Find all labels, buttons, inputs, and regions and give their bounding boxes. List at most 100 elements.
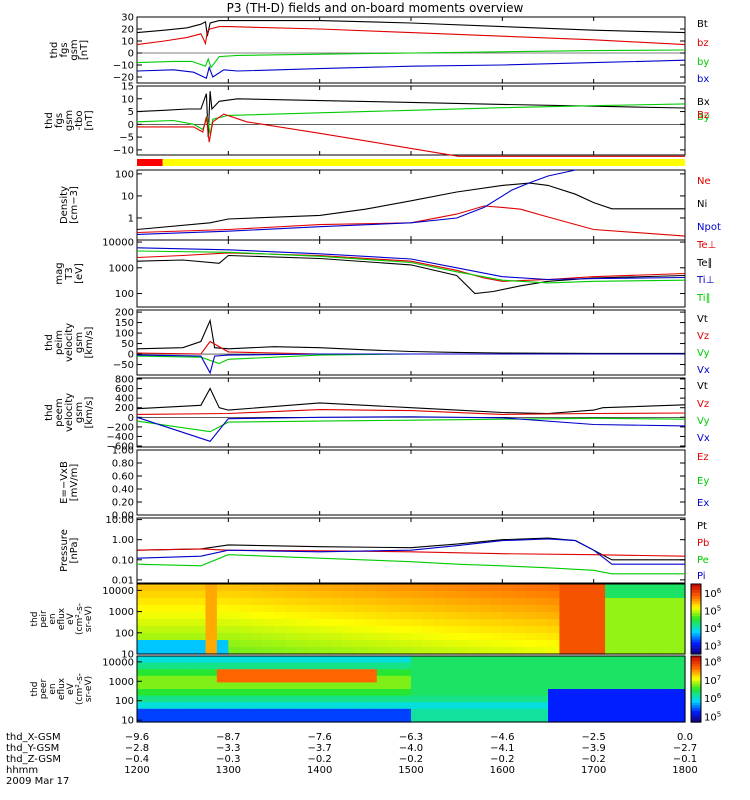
spectrogram-cell — [662, 619, 675, 627]
spectrogram-cell — [536, 612, 549, 620]
spectrogram-cell — [388, 612, 401, 620]
spectrogram-cell — [662, 675, 675, 683]
spectrogram-cell — [502, 633, 515, 641]
colorbar-cell — [691, 672, 701, 676]
spectrogram-cell — [502, 669, 515, 677]
spectrogram-cell — [433, 619, 446, 627]
spectrogram-cell — [171, 715, 184, 723]
spectrogram-cell — [479, 695, 492, 703]
spectrogram-cell — [342, 605, 355, 613]
spectrogram-cell — [662, 640, 675, 648]
spectrogram-cell — [342, 598, 355, 606]
y-tick-label: 10.00 — [105, 515, 134, 526]
y-tick-label: 0.20 — [112, 498, 134, 509]
spectrogram-cell — [331, 591, 344, 599]
spectrogram-cell — [456, 682, 469, 690]
spectrogram-cell — [502, 702, 515, 710]
spectrogram-cell — [433, 689, 446, 697]
y-axis-label: [km/s] — [84, 326, 95, 358]
spectrogram-cell — [650, 647, 663, 655]
spectrogram-cell — [411, 584, 423, 592]
spectrogram-cell — [445, 633, 458, 641]
spectrogram-cell — [216, 633, 229, 641]
legend-Bt: Bt — [697, 19, 708, 30]
spectrogram-cell — [182, 647, 195, 655]
spectrogram-cell — [445, 656, 458, 664]
spectrogram-cell — [536, 662, 549, 670]
spectrogram-cell — [159, 662, 172, 670]
spectrogram-cell — [513, 605, 526, 613]
spectrogram-cell — [445, 669, 458, 677]
colorbar-cell — [691, 711, 701, 715]
spectrogram-cell — [399, 619, 412, 627]
spectrogram-cell — [331, 682, 344, 690]
spectrogram-cell — [182, 584, 195, 592]
series-line-Vx — [136, 416, 686, 442]
spectrogram-cell — [205, 675, 218, 683]
spectrogram-cell — [239, 656, 252, 664]
spectrogram-cell — [673, 626, 686, 634]
spectrogram-cell — [605, 675, 618, 683]
spectrogram-cell — [525, 619, 538, 627]
spectrogram-cell — [548, 675, 560, 683]
spectrogram-cell — [399, 689, 412, 697]
spectrogram-cell — [525, 669, 538, 677]
y-tick-label: 0.01 — [112, 575, 134, 586]
spectrogram-cell — [262, 584, 275, 592]
spectrogram-cell — [433, 626, 446, 634]
spectrogram-cell — [365, 619, 378, 627]
spectrogram-cell — [148, 675, 161, 683]
spectrogram-cell — [513, 626, 526, 634]
spectrogram-cell — [319, 612, 332, 620]
legend-Bz: Bz — [697, 110, 709, 121]
spectrogram-cell — [251, 591, 264, 599]
spectrogram-cell — [650, 612, 663, 620]
spectrogram-cell — [570, 715, 583, 723]
spectrogram-cell — [159, 591, 172, 599]
y-axis-label: thd — [44, 334, 55, 351]
spectrogram-cell — [308, 689, 321, 697]
spectrogram-cell — [422, 612, 435, 620]
spectrogram-cell — [331, 584, 344, 592]
spectrogram-cell — [159, 605, 172, 613]
spectrogram-cell — [353, 612, 366, 620]
spectrogram-cell — [411, 695, 423, 703]
y-tick-label: 0 — [128, 49, 134, 60]
spectrogram-cell — [319, 633, 332, 641]
colorbar-cell — [691, 708, 701, 712]
ephemeris-value: −2.8 — [125, 743, 149, 754]
spectrogram-cell — [570, 662, 583, 670]
colorbar-tick-label: 106 — [704, 587, 722, 600]
ephemeris-value: 1700 — [581, 765, 606, 776]
spectrogram-cell — [559, 662, 572, 670]
spectrogram-cell — [216, 656, 229, 664]
spectrogram-cell — [194, 605, 207, 613]
y-axis-label: mag — [54, 262, 65, 284]
colorbar-cell — [691, 639, 701, 643]
legend-Vt: Vt — [697, 314, 708, 325]
ephemeris-value: −2.7 — [673, 743, 697, 754]
spectrogram-cell — [548, 591, 560, 599]
spectrogram-cell — [411, 633, 423, 641]
spectrogram-cell — [605, 633, 618, 641]
spectrogram-cell — [376, 708, 389, 716]
spectrogram-cell — [342, 647, 355, 655]
spectrogram-cell — [308, 591, 321, 599]
spectrogram-cell — [262, 656, 275, 664]
spectrogram-cell — [376, 682, 389, 690]
colorbar-cell — [691, 669, 701, 674]
spectrogram-cell — [513, 598, 526, 606]
spectrogram-cell — [308, 702, 321, 710]
spectrogram-cell — [525, 689, 538, 697]
ephemeris-value: −8.7 — [216, 732, 240, 743]
spectrogram-cell — [525, 640, 538, 648]
spectrogram-cell — [422, 598, 435, 606]
spectrogram-cell — [296, 640, 309, 648]
spectrogram-cell — [479, 682, 492, 690]
spectrogram-frame — [136, 655, 686, 723]
spectrogram-cell — [388, 647, 401, 655]
spectrogram-cell — [582, 702, 595, 710]
spectrogram-cell — [182, 640, 195, 648]
spectrogram-cell — [274, 656, 286, 664]
colorbar-cell — [691, 645, 701, 649]
